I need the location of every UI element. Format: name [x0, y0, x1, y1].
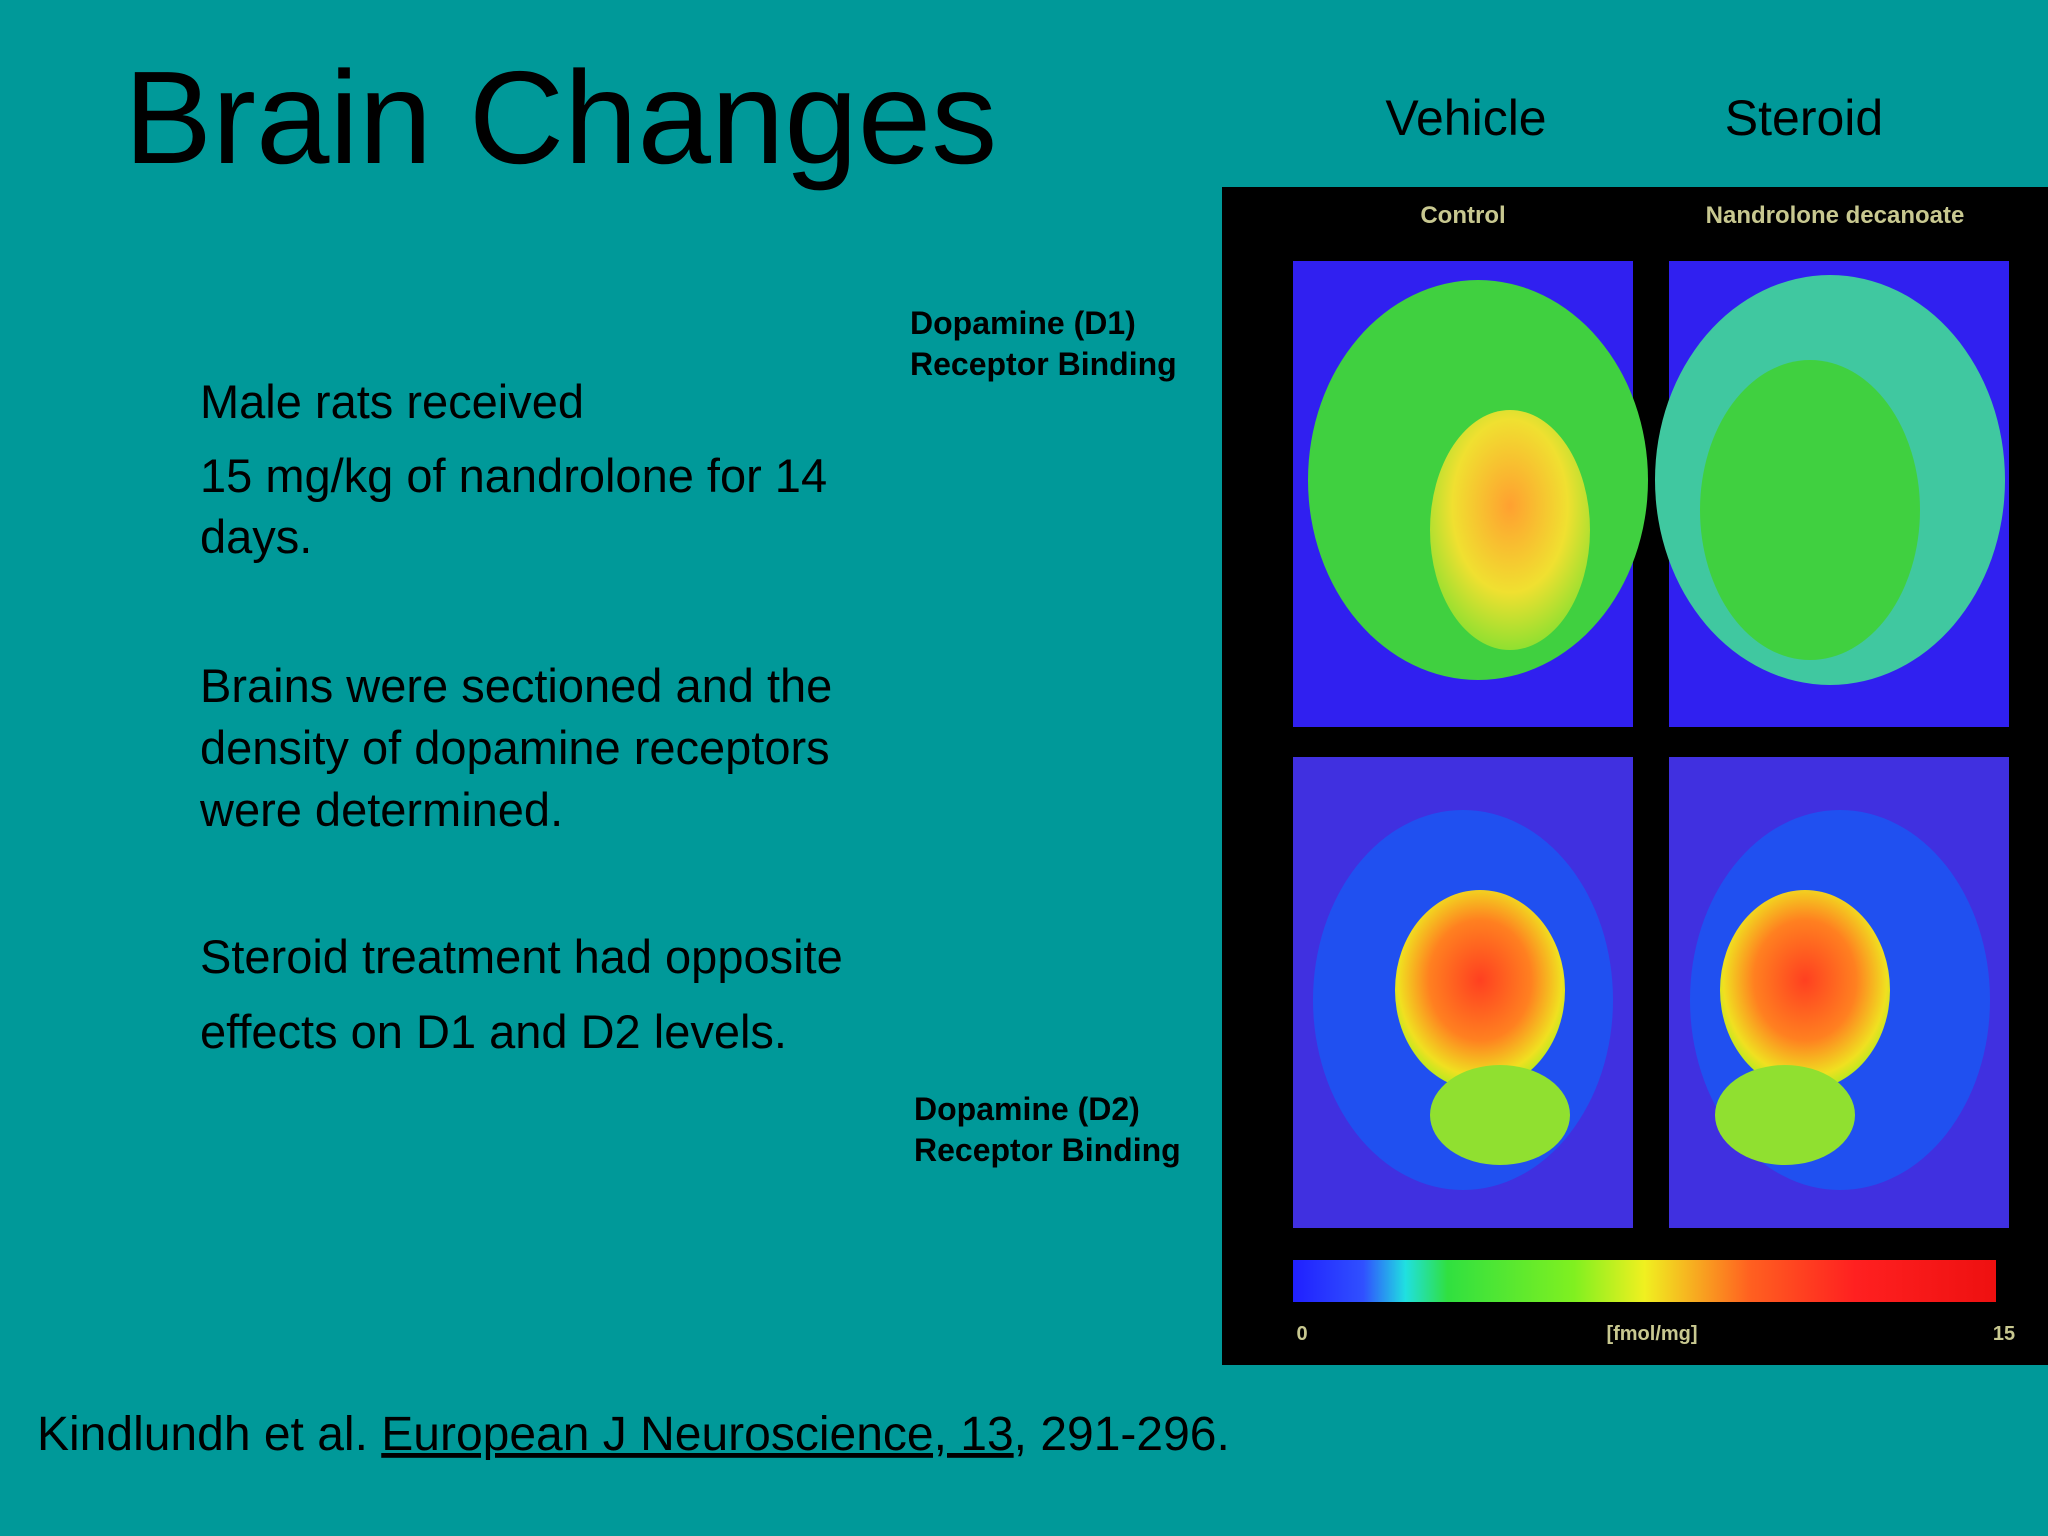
label-line: Receptor Binding [910, 346, 1177, 382]
paragraph-line: 15 mg/kg of nandrolone for 14 [200, 449, 827, 502]
colorbar-label: [fmol/mg] [1606, 1323, 1697, 1345]
citation-journal[interactable]: European J Neuroscience, 13 [381, 1408, 1013, 1461]
label-line: Receptor Binding [914, 1132, 1181, 1168]
paragraph-line: Male rats received [200, 375, 584, 428]
panel-label: Control [1420, 202, 1505, 229]
citation-pages: , 291-296. [1014, 1408, 1230, 1461]
figure: Control Nandrolone decanoate 0 [fmol/mg]… [1222, 187, 2048, 1365]
paragraph-line: Steroid treatment had opposite [200, 930, 843, 983]
colorbar-label: 15 [1993, 1323, 2015, 1345]
column-label: Vehicle [1385, 90, 1546, 146]
colorbar-label: 0 [1296, 1323, 1307, 1345]
d2-label: Dopamine (D2) Receptor Binding [914, 1091, 1181, 1168]
paragraph-line: were determined. [199, 783, 563, 836]
column-label: Steroid [1725, 90, 1883, 146]
paragraph-line: days. [200, 510, 312, 563]
d1-label: Dopamine (D1) Receptor Binding [910, 305, 1177, 382]
citation: Kindlundh et al. European J Neuroscience… [37, 1408, 1230, 1461]
body-text: Male rats received 15 mg/kg of nandrolon… [199, 375, 843, 1058]
panel-label: Nandrolone decanoate [1706, 202, 1965, 229]
label-line: Dopamine (D1) [910, 305, 1136, 341]
citation-authors: Kindlundh et al. [37, 1408, 381, 1461]
paragraph-line: effects on D1 and D2 levels. [200, 1005, 787, 1058]
paragraph-line: Brains were sectioned and the [200, 659, 832, 712]
title: Brain Changes [124, 44, 997, 191]
label-line: Dopamine (D2) [914, 1091, 1140, 1127]
paragraph-line: density of dopamine receptors [200, 721, 830, 774]
